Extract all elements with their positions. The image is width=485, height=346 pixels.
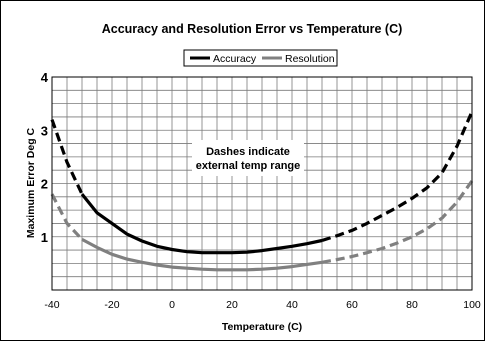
plot-border [51,76,473,291]
annotation-background [192,140,304,176]
x-tick-label: -40 [44,299,59,311]
y-tick-label: 2 [41,177,48,192]
annotation-line-2: external temp range [196,160,301,172]
x-tick-label: 60 [346,299,358,311]
x-tick-label: 40 [286,299,298,311]
y-axis-label: Maximum Error Deg C [25,127,37,238]
legend: Accuracy Resolution [183,49,338,67]
series-group [50,110,474,272]
series-line-resolution-dashed [50,193,84,241]
x-axis-label: Temperature (C) [222,321,302,333]
y-tick-label: 4 [41,70,49,85]
x-tick-label: -20 [104,299,119,311]
annotation-line-1: Dashes indicate [206,146,290,158]
series-line-resolution-dashed [321,179,474,264]
chart-title: Accuracy and Resolution Error vs Tempera… [102,22,403,36]
x-tick-label: 100 [463,299,481,311]
y-tick-label: 1 [41,230,48,245]
y-tick-labels: 1 2 3 4 [41,70,49,245]
legend-box [183,49,338,67]
series-line-resolution-solid [81,237,323,272]
x-tick-label: 20 [226,299,238,311]
series-line-accuracy-solid [80,193,323,255]
x-tick-label: 0 [169,299,175,311]
annotation: Dashes indicate external temp range [192,140,304,176]
x-tick-label: 80 [406,299,418,311]
legend-label-accuracy: Accuracy [213,53,257,65]
series-line-accuracy-dashed [50,119,84,195]
y-tick-label: 3 [41,123,48,138]
x-tick-labels: -40 -20 0 20 40 60 80 100 [44,299,481,311]
plot-area [50,76,474,291]
legend-label-resolution: Resolution [285,53,335,65]
